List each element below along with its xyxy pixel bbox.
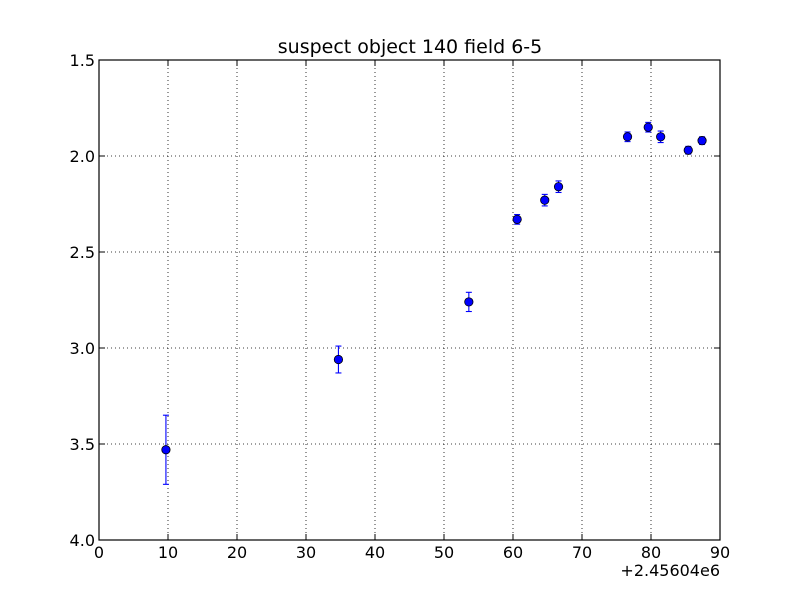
y-tick-label: 2.5 [70, 243, 95, 262]
data-point [656, 132, 666, 142]
x-tick-label: 30 [296, 543, 316, 562]
x-tick-label: 80 [641, 543, 661, 562]
error-bars [162, 121, 706, 485]
y-tick-label: 1.5 [70, 51, 95, 70]
x-tick-label: 70 [572, 543, 592, 562]
data-point [553, 182, 564, 192]
data-point [512, 214, 522, 224]
x-tick-label: 50 [434, 543, 454, 562]
y-tick-label: 2.0 [70, 147, 95, 166]
data-point [540, 195, 550, 205]
x-tick-label: 60 [503, 543, 523, 562]
data-point [333, 354, 344, 365]
data-point [683, 145, 693, 155]
x-tick-label: 10 [158, 543, 178, 562]
x-tick-label: 0 [94, 543, 104, 562]
data-point [697, 136, 707, 146]
y-tick-label: 4.0 [70, 531, 95, 550]
plot-frame [98, 59, 721, 541]
chart-title: suspect object 140 field 6-5 [278, 36, 543, 58]
tick-labels: 0 10 20 30 40 50 60 70 80 90 1.5 2.0 2.5 3.0 3.5 4.0 [70, 51, 731, 562]
data-point [161, 445, 171, 455]
y-tick-label: 3.5 [70, 435, 95, 454]
grid-lines [99, 60, 720, 540]
x-tick-label: 90 [710, 543, 730, 562]
x-axis-offset-label: +2.45604e6 [620, 561, 720, 580]
y-tick-label: 3.0 [70, 339, 95, 358]
x-tick-label: 20 [227, 543, 247, 562]
x-tick-label: 40 [365, 543, 385, 562]
data-point [622, 132, 633, 142]
data-point [643, 122, 653, 132]
data-point [464, 297, 474, 307]
data-points [161, 122, 707, 455]
